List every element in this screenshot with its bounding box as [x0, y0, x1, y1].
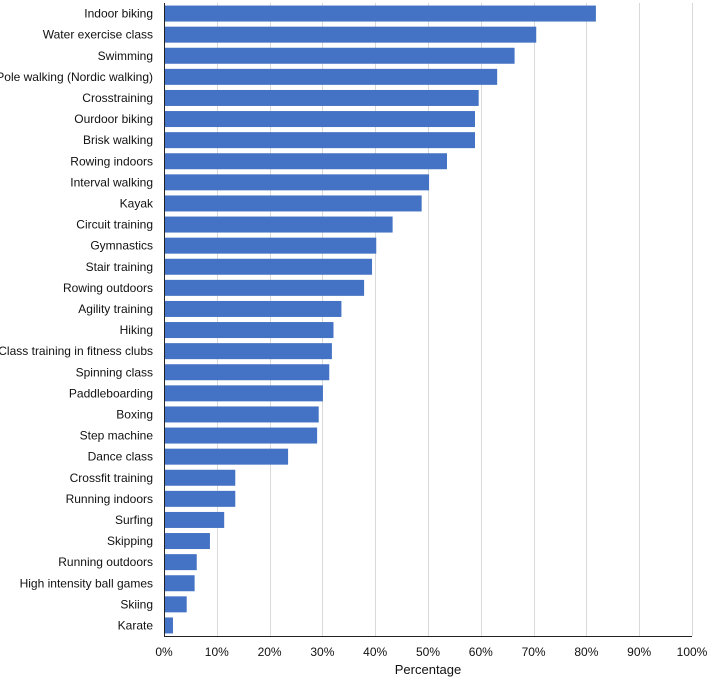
category-label: Dance class: [88, 450, 153, 464]
bars: [164, 5, 596, 634]
bar: [164, 427, 318, 444]
bar: [164, 322, 334, 339]
category-label: Pole walking (Nordic walking): [0, 70, 153, 84]
category-label: Indoor biking: [84, 7, 153, 21]
x-tick-label: 10%: [205, 645, 229, 659]
category-label: Agility training: [78, 302, 153, 316]
category-label: Class training in fitness clubs: [0, 344, 153, 358]
category-label: Gymnastics: [90, 239, 153, 253]
bar: [164, 490, 236, 507]
bar: [164, 343, 332, 360]
category-label: Crossfit training: [70, 471, 153, 485]
bar: [164, 448, 289, 465]
category-label: Surfing: [115, 513, 153, 527]
x-tick-label: 30%: [310, 645, 334, 659]
bar: [164, 89, 479, 106]
category-label: Ourdoor biking: [74, 112, 153, 126]
x-tick-label: 70%: [522, 645, 546, 659]
bar: [164, 554, 197, 571]
category-label: Brisk walking: [83, 133, 153, 147]
bar: [164, 195, 422, 212]
category-label: Rowing indoors: [70, 154, 153, 168]
x-tick-label: 40%: [363, 645, 387, 659]
x-tick-label: 0%: [155, 645, 173, 659]
category-label: Karate: [118, 618, 154, 632]
bar: [164, 68, 498, 85]
x-tick-labels: 0% 10% 20% 30% 40% 50% 60% 70% 80% 90% 100%: [155, 645, 707, 659]
bar: [164, 511, 225, 528]
category-label: Circuit training: [76, 218, 153, 232]
x-tick-label: 80%: [574, 645, 598, 659]
x-tick-label: 100%: [677, 645, 708, 659]
bar: [164, 111, 475, 128]
bar: [164, 153, 448, 170]
category-label: Kayak: [120, 196, 154, 210]
bar: [164, 216, 393, 233]
x-tick-label: 60%: [469, 645, 493, 659]
category-label: Running outdoors: [58, 555, 153, 569]
bar: [164, 174, 430, 191]
category-label: Step machine: [80, 429, 154, 443]
category-label: Crosstraining: [82, 91, 153, 105]
x-tick-label: 90%: [627, 645, 651, 659]
category-label: High intensity ball games: [20, 576, 153, 590]
bar: [164, 279, 365, 296]
category-label: Swimming: [98, 49, 153, 63]
bar: [164, 300, 342, 317]
bar: [164, 406, 319, 423]
bar: [164, 5, 596, 22]
bar: [164, 596, 187, 613]
bar: [164, 364, 330, 381]
x-axis-title: Percentage: [395, 662, 462, 677]
bar: [164, 47, 515, 64]
category-labels: Indoor biking Water exercise class Swimmin…: [0, 7, 154, 633]
category-label: Running indoors: [66, 492, 153, 506]
x-tick-label: 20%: [258, 645, 282, 659]
category-label: Hiking: [120, 323, 153, 337]
gridlines: [217, 3, 693, 636]
bar: [164, 385, 323, 402]
x-tick-label: 50%: [416, 645, 440, 659]
category-label: Spinning class: [76, 365, 153, 379]
category-label: Boxing: [116, 407, 153, 421]
bar: [164, 575, 195, 592]
bar: [164, 533, 210, 550]
category-label: Stair training: [86, 260, 153, 274]
bar: [164, 237, 377, 254]
bar: [164, 469, 236, 486]
category-label: Skipping: [107, 534, 153, 548]
category-label: Skiing: [120, 597, 153, 611]
bar: [164, 617, 173, 634]
bar: [164, 258, 373, 275]
bar: [164, 26, 537, 43]
category-label: Paddleboarding: [69, 386, 153, 400]
category-label: Interval walking: [70, 175, 153, 189]
bar: [164, 132, 475, 149]
category-label: Rowing outdoors: [63, 281, 153, 295]
category-label: Water exercise class: [43, 28, 153, 42]
